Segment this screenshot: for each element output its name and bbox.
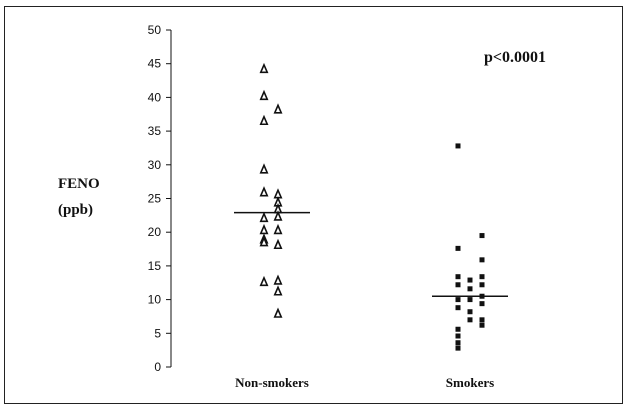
smoker-point (455, 143, 461, 149)
smoker-point (455, 245, 461, 251)
non-smoker-point (273, 307, 283, 318)
non-smoker-point (259, 275, 269, 287)
non-smoker-point (259, 114, 269, 126)
smoker-point (467, 286, 473, 292)
smoker-point (479, 274, 485, 280)
non-smoker-point (259, 236, 269, 247)
smoker-point (479, 317, 485, 323)
non-smoker-point (259, 211, 269, 223)
smoker-point (479, 233, 485, 239)
x-category-label: Smokers (446, 375, 494, 390)
smoker-point (455, 305, 461, 311)
y-tick-label: 50 (148, 23, 162, 37)
non-smoker-point (273, 274, 283, 285)
non-smoker-point (259, 163, 269, 174)
p-value-annotation: p<0.0001 (484, 49, 546, 66)
smoker-point (467, 317, 473, 323)
x-axis-labels: Non-smokers Smokers (235, 375, 494, 390)
smoker-point (455, 282, 461, 288)
x-category-label: Non-smokers (235, 375, 309, 390)
y-tick-label: 10 (148, 293, 162, 307)
smoker-point (455, 333, 461, 339)
non-smoker-point (273, 103, 283, 114)
smoker-point (455, 326, 461, 332)
y-tick-label: 35 (148, 124, 162, 138)
smoker-point (467, 297, 473, 303)
y-tick-label: 5 (154, 326, 161, 340)
median-lines (234, 211, 508, 297)
smoker-point (479, 257, 485, 263)
y-tick-label: 30 (148, 158, 162, 172)
y-tick-label: 0 (154, 360, 161, 374)
non-smoker-point (273, 238, 283, 250)
non-smoker-point (273, 210, 283, 221)
y-tick-label: 45 (148, 57, 162, 71)
smoker-point (479, 301, 485, 307)
y-tick-label: 15 (148, 259, 162, 273)
non-smoker-point (273, 285, 283, 296)
chart-frame (4, 6, 623, 404)
smoker-point (479, 322, 485, 328)
y-axis: 0 5 10 15 20 25 30 35 40 45 50 (148, 23, 172, 374)
non-smoker-point (273, 223, 283, 235)
smoker-point (455, 274, 461, 280)
non-smoker-point (259, 186, 269, 197)
smoker-point (455, 340, 461, 346)
y-tick-label: 20 (148, 225, 162, 239)
smoker-point (455, 297, 461, 303)
smoker-point (467, 277, 473, 283)
smoker-point (455, 345, 461, 351)
y-tick-label: 40 (148, 90, 162, 104)
y-axis-label-line2: (ppb) (58, 202, 93, 218)
smoker-point (479, 282, 485, 288)
smoker-point (467, 309, 473, 315)
non-smoker-point (259, 89, 269, 101)
y-tick-label: 25 (148, 192, 162, 206)
y-axis-label-line1: FENO (58, 176, 100, 192)
non-smoker-point (259, 223, 269, 235)
non-smoker-point (259, 62, 269, 74)
data-points (259, 62, 485, 351)
